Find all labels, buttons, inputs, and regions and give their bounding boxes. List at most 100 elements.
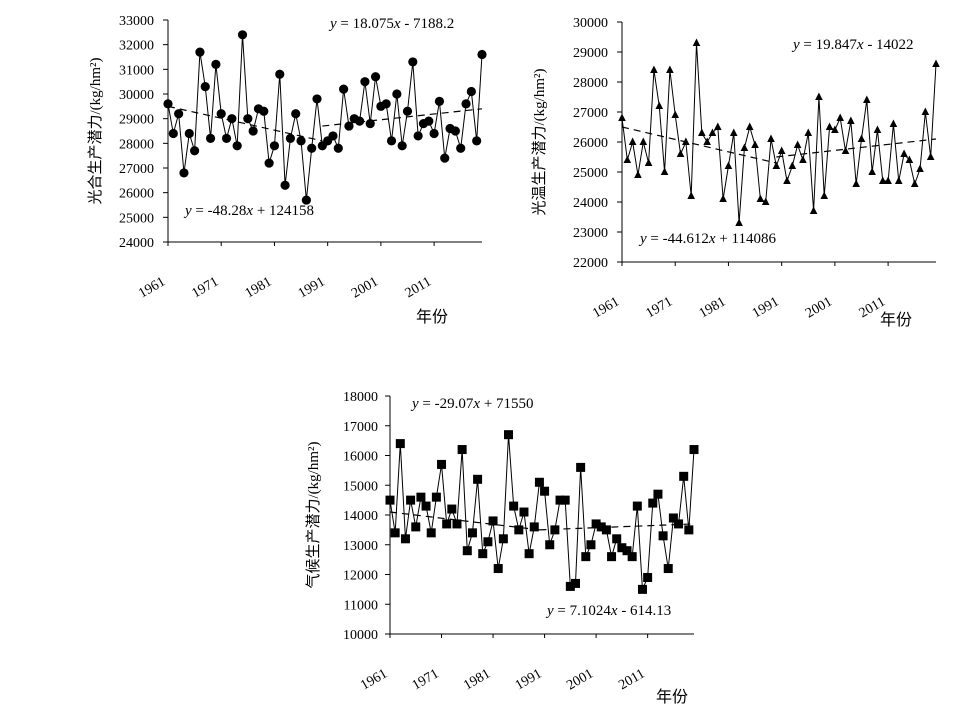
data-point — [708, 128, 717, 136]
data-point — [623, 155, 632, 163]
chart-1: 24000 25000 26000 27000 28000 29000 30000 31000… — [87, 14, 487, 326]
data-point — [825, 122, 834, 130]
data-point — [339, 84, 349, 94]
data-point — [307, 143, 317, 153]
y-tick-label: 28000 — [119, 137, 154, 152]
data-point — [660, 167, 669, 175]
data-point — [634, 170, 642, 178]
data-point — [434, 96, 445, 106]
data-point — [698, 128, 706, 136]
data-point — [285, 133, 296, 143]
data-point — [190, 146, 200, 156]
data-point — [658, 531, 668, 541]
data-point — [689, 445, 699, 455]
data-point — [426, 528, 436, 538]
y-axis-label: 气候生产潜力/(kg/hm²) — [305, 442, 322, 589]
data-point — [509, 501, 519, 511]
y-tick-label: 14000 — [343, 509, 378, 524]
trend-line — [167, 105, 323, 142]
data-point — [195, 47, 205, 57]
data-point — [296, 136, 306, 146]
data-point — [524, 549, 534, 559]
data-point — [863, 95, 871, 103]
y-tick-label: 23000 — [573, 226, 608, 241]
data-point — [841, 146, 850, 154]
data-point — [400, 534, 410, 544]
data-point — [168, 128, 178, 139]
y-tick-label: 24000 — [573, 196, 608, 211]
y-tick-label: 29000 — [119, 113, 154, 128]
equation-part: + 114086 — [716, 231, 777, 247]
equation-part: x — [610, 603, 618, 619]
data-point — [205, 133, 216, 143]
x-tick-label: 1981 — [461, 666, 493, 693]
data-point — [729, 128, 738, 136]
y-axis-label: 光合生产潜力/(kg/hm²) — [87, 58, 104, 205]
data-point — [637, 584, 647, 594]
data-point — [601, 525, 611, 535]
data-point — [793, 140, 802, 148]
y-tick-label: 26000 — [573, 136, 608, 151]
data-point — [440, 153, 450, 163]
data-point — [682, 137, 690, 145]
x-tick-label: 1961 — [136, 274, 168, 301]
y-tick-label: 18000 — [343, 390, 378, 405]
equation-part: y — [791, 37, 800, 53]
data-point — [442, 519, 452, 529]
trend-equation: y = -48.28x + 124158 — [183, 203, 314, 219]
x-axis-label: 年份 — [416, 308, 448, 326]
data-point — [437, 459, 447, 469]
data-point — [772, 161, 781, 169]
y-tick-label: 32000 — [119, 39, 154, 54]
data-point — [565, 581, 575, 591]
data-point — [655, 101, 664, 109]
y-tick-label: 11000 — [344, 598, 378, 613]
data-point — [312, 94, 322, 104]
equation-part: = 7.1024 — [554, 603, 612, 619]
y-tick-label: 28000 — [573, 76, 608, 91]
data-point — [724, 161, 733, 169]
data-point — [540, 486, 550, 496]
data-point — [421, 501, 431, 511]
data-point — [429, 128, 439, 139]
y-tick-label: 30000 — [119, 88, 154, 103]
data-point — [472, 136, 482, 146]
equation-part: y — [638, 231, 647, 247]
data-point — [687, 191, 695, 199]
data-point — [648, 498, 658, 508]
data-point — [745, 122, 754, 130]
data-point — [473, 474, 483, 484]
data-point — [431, 492, 441, 502]
data-point — [799, 155, 807, 163]
x-tick-label: 1981 — [243, 274, 275, 301]
data-point — [227, 114, 237, 124]
data-point — [259, 106, 269, 116]
data-point — [643, 572, 653, 582]
data-point — [163, 99, 173, 109]
chart-2: 22000 23000 24000 25000 26000 27000 28000 29000… — [531, 16, 940, 329]
y-tick-label: 13000 — [343, 539, 378, 554]
trend-equation: y = 7.1024x - 614.13 — [545, 603, 671, 619]
data-point — [411, 522, 421, 532]
data-point — [622, 546, 632, 556]
data-point — [301, 195, 311, 205]
y-tick-label: 10000 — [343, 628, 378, 643]
y-tick-label: 27000 — [119, 162, 154, 177]
x-axis-label: 年份 — [880, 311, 912, 329]
data-point — [237, 30, 248, 40]
data-point — [628, 137, 637, 145]
data-point — [627, 552, 637, 562]
data-point — [467, 528, 477, 538]
data-point — [360, 77, 370, 87]
data-point — [447, 504, 457, 514]
data-point — [560, 495, 570, 505]
data-point — [397, 141, 407, 151]
data-point — [354, 116, 365, 126]
x-tick-label: 1981 — [697, 294, 729, 321]
data-point — [873, 125, 882, 133]
data-point — [617, 543, 627, 553]
x-tick-label: 1961 — [358, 666, 390, 693]
data-point — [243, 114, 253, 124]
data-point — [639, 137, 648, 145]
equation-part: = -48.28 — [192, 203, 247, 219]
